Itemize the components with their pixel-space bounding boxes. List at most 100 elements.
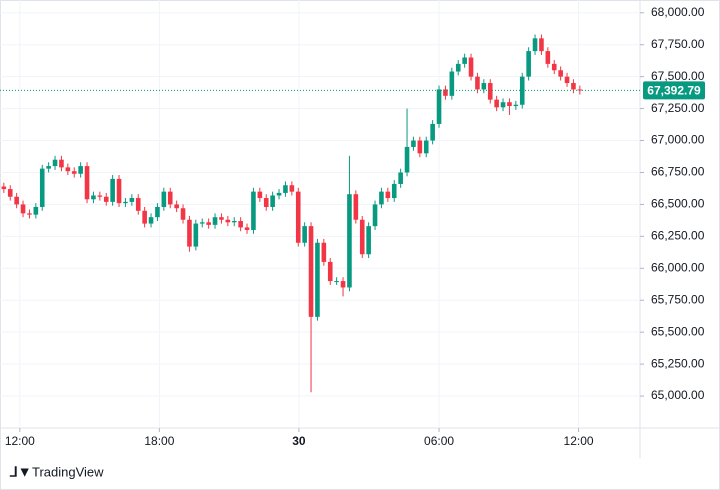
candle-body <box>321 242 327 262</box>
candle-body <box>283 185 288 193</box>
candle-body <box>276 192 282 196</box>
candle-body <box>359 219 365 255</box>
candle-body <box>571 83 576 90</box>
candle-body <box>379 191 384 205</box>
candle-body <box>103 196 109 202</box>
brand: TradingView <box>32 464 104 479</box>
y-tick-label: 65,750.00 <box>651 292 705 306</box>
candle-body <box>449 71 455 96</box>
candle-body <box>14 196 19 205</box>
y-tick-label: 65,250.00 <box>651 356 705 370</box>
logo-icon: ⅃▼ <box>9 464 32 480</box>
candle-body <box>500 102 506 108</box>
y-tick-label: 67,500.00 <box>651 69 705 83</box>
candle-body <box>116 178 122 204</box>
candle-body <box>539 38 544 52</box>
candle-body <box>263 198 269 207</box>
candle-body <box>193 223 199 247</box>
candle-body <box>219 217 224 220</box>
candle-body <box>289 185 295 192</box>
candle-body <box>353 194 359 220</box>
candle-body <box>436 89 442 124</box>
candle-body <box>39 168 45 207</box>
candle-body <box>244 227 250 230</box>
candle-body <box>334 281 339 283</box>
candle-body <box>398 172 403 184</box>
candle-body <box>315 242 320 317</box>
x-tick-label: 06:00 <box>424 434 454 448</box>
candle-body <box>327 261 333 282</box>
candle-body <box>462 57 467 64</box>
y-tick-label: 66,000.00 <box>651 260 705 274</box>
y-tick-label: 66,500.00 <box>651 197 705 211</box>
candle-body <box>391 183 397 199</box>
candle-body <box>551 63 557 71</box>
x-tick-label: 18:00 <box>144 434 174 448</box>
candle-body <box>251 191 256 230</box>
last-price-label: 67,392.79 <box>647 84 701 98</box>
last-price-badge <box>643 81 705 100</box>
candle-body <box>27 213 32 215</box>
candle-body <box>167 191 173 205</box>
candle-body <box>1 186 7 190</box>
candle-body <box>187 219 192 247</box>
candle-body <box>411 140 416 147</box>
candle-body <box>148 217 154 224</box>
candle-body <box>347 194 352 288</box>
candle-body <box>33 206 39 215</box>
candle-body <box>417 140 423 154</box>
candle-body <box>558 70 563 77</box>
candle-body <box>52 159 58 167</box>
candle-body <box>507 102 512 107</box>
candle-body <box>135 198 141 211</box>
y-tick-label: 66,250.00 <box>651 229 705 243</box>
candle-body <box>46 166 51 169</box>
candle-body <box>481 83 487 90</box>
candle-body <box>212 217 218 225</box>
candle-body <box>430 123 435 141</box>
candle-body <box>270 195 275 207</box>
candle-body <box>155 206 160 218</box>
candle-body <box>65 167 71 172</box>
candle-body <box>302 226 307 243</box>
candle-body <box>340 281 346 288</box>
candle-body <box>20 204 26 214</box>
candle-body <box>206 222 211 225</box>
candle-body <box>110 178 115 202</box>
candle-body <box>142 210 147 224</box>
x-tick-label: 12:00 <box>564 434 594 448</box>
candle-body <box>257 191 263 199</box>
candle-body <box>443 89 448 96</box>
candle-body <box>372 204 378 227</box>
candle-body <box>468 57 474 77</box>
candle-body <box>385 191 391 199</box>
y-tick-label: 68,000.00 <box>651 5 705 19</box>
candle-body <box>7 189 13 197</box>
candle-body <box>494 99 499 108</box>
candle-body <box>366 226 371 255</box>
candle-body <box>180 208 186 220</box>
candle-body <box>123 201 128 204</box>
candle-body <box>404 146 410 173</box>
candle-body <box>526 51 531 77</box>
candle-body <box>475 76 480 90</box>
y-tick-label: 65,000.00 <box>651 388 705 402</box>
x-tick-label: 30 <box>292 434 306 448</box>
candle-body <box>84 166 90 200</box>
logo: ⅃▼ <box>9 464 32 480</box>
candle-body <box>308 226 314 317</box>
candle-body <box>231 221 237 223</box>
candle-body <box>71 171 77 174</box>
y-tick-label: 65,500.00 <box>651 324 705 338</box>
candle-body <box>174 204 179 209</box>
y-tick-label: 67,000.00 <box>651 133 705 147</box>
candle-body <box>129 198 135 202</box>
candle-body <box>97 195 103 197</box>
x-tick-label: 12:00 <box>5 434 35 448</box>
candle-body <box>455 63 461 72</box>
candle-body <box>423 140 429 154</box>
candle-body <box>532 38 538 52</box>
candle-body <box>199 222 205 224</box>
candle-body <box>545 51 551 64</box>
